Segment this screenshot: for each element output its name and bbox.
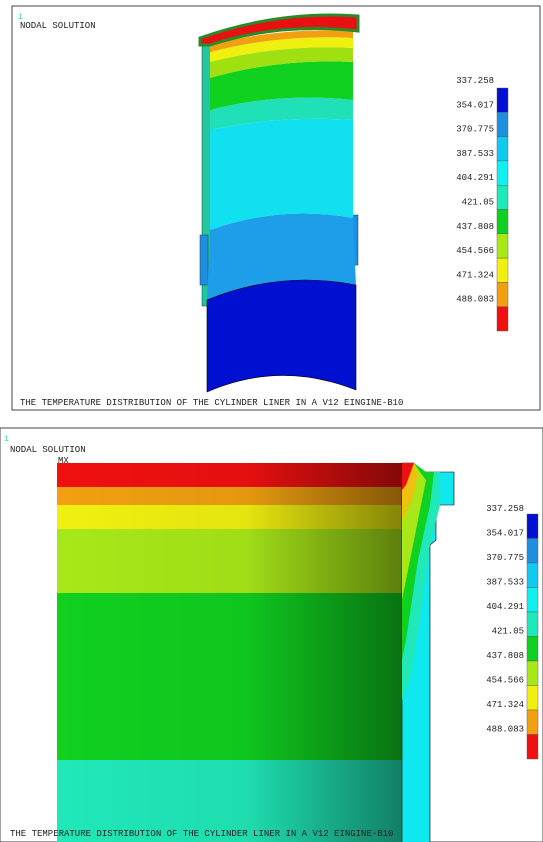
legend-label: 337.258 bbox=[456, 76, 494, 86]
legend-swatch bbox=[527, 563, 538, 588]
legend-label: 337.258 bbox=[486, 504, 524, 514]
legend-swatch bbox=[527, 710, 538, 735]
legend-swatch bbox=[527, 686, 538, 711]
legend-swatch bbox=[497, 88, 508, 112]
legend-swatch bbox=[527, 637, 538, 662]
section-model bbox=[57, 463, 454, 842]
legend-label: 404.291 bbox=[456, 173, 494, 183]
legend-label: 354.017 bbox=[486, 529, 524, 539]
panel-title: NODAL SOLUTION bbox=[10, 445, 86, 455]
legend-label: 488.083 bbox=[486, 725, 524, 735]
legend-label: 370.775 bbox=[486, 553, 524, 563]
legend-swatch bbox=[527, 514, 538, 539]
legend-swatch bbox=[497, 282, 508, 306]
legend-swatch bbox=[497, 234, 508, 258]
legend-swatch bbox=[527, 612, 538, 637]
legend-label: 437.808 bbox=[486, 651, 524, 661]
legend-swatch bbox=[497, 161, 508, 185]
legend-label: 488.083 bbox=[456, 295, 494, 305]
legend-label: 454.566 bbox=[486, 676, 524, 686]
legend-label: 421.05 bbox=[462, 198, 494, 208]
panel-title: NODAL SOLUTION bbox=[20, 21, 96, 31]
legend-swatch bbox=[497, 210, 508, 234]
legend-label: 471.324 bbox=[456, 270, 494, 280]
legend-swatch bbox=[527, 539, 538, 564]
screenshot: 1 NODAL SOLUTION THE TEMPERATURE DISTRIB… bbox=[0, 0, 543, 842]
legend-label: 421.05 bbox=[492, 627, 524, 637]
legend-label: 404.291 bbox=[486, 602, 524, 612]
legend-label: 354.017 bbox=[456, 100, 494, 110]
window-id: 1 bbox=[4, 435, 9, 444]
caption: THE TEMPERATURE DISTRIBUTION OF THE CYLI… bbox=[10, 829, 393, 839]
legend-label: 437.808 bbox=[456, 222, 494, 232]
legend-swatch bbox=[497, 112, 508, 136]
legend-swatch bbox=[497, 307, 508, 331]
legend-swatch bbox=[527, 588, 538, 613]
legend-label: 454.566 bbox=[456, 246, 494, 256]
legend-label: 370.775 bbox=[456, 125, 494, 135]
legend-label: 471.324 bbox=[486, 700, 524, 710]
legend-swatch bbox=[527, 661, 538, 686]
legend-swatch bbox=[527, 735, 538, 760]
caption: THE TEMPERATURE DISTRIBUTION OF THE CYLI… bbox=[20, 398, 403, 408]
liner-model bbox=[200, 15, 358, 392]
legend-swatch bbox=[497, 258, 508, 282]
legend-swatch bbox=[497, 137, 508, 161]
legend-swatch bbox=[497, 185, 508, 209]
legend-label: 387.533 bbox=[486, 578, 524, 588]
legend-label: 387.533 bbox=[456, 149, 494, 159]
